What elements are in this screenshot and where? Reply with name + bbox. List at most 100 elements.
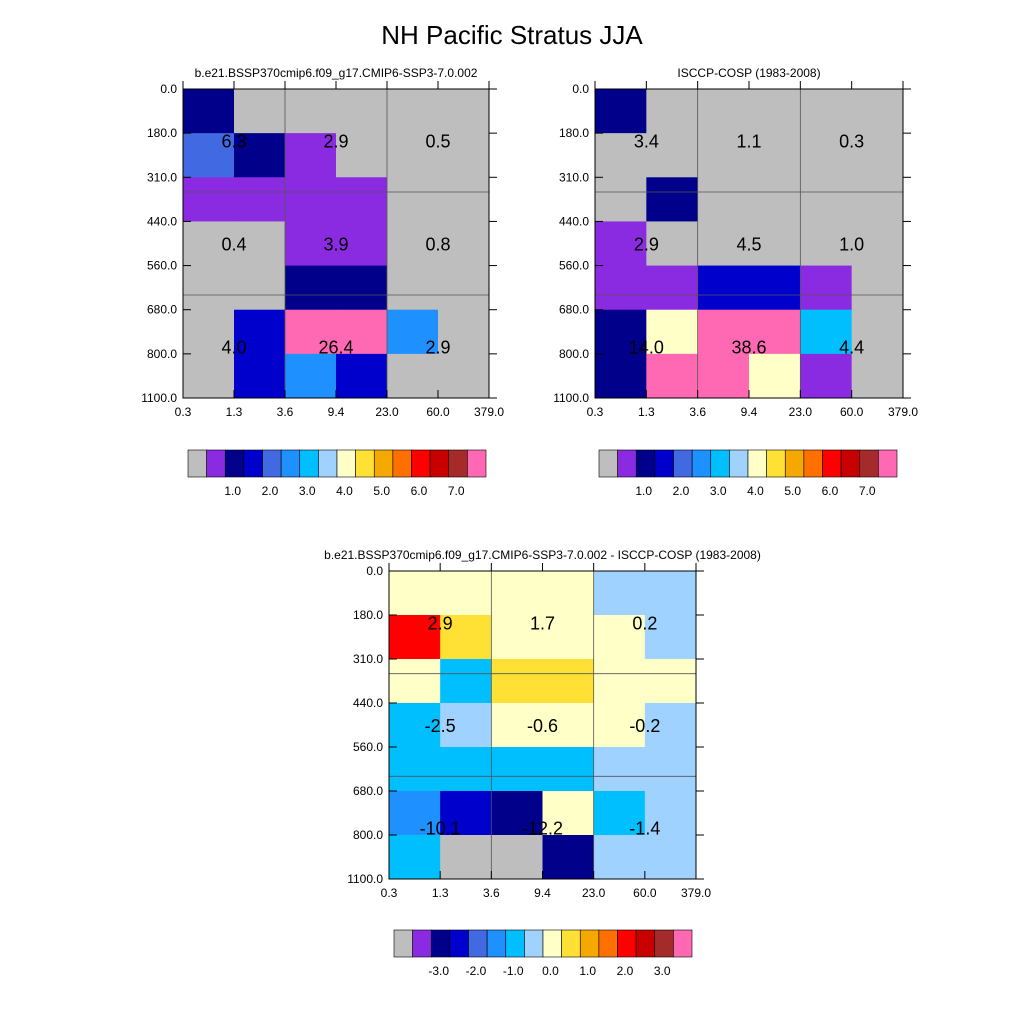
y-tick-label: 310.0 <box>353 652 383 666</box>
colorbar-swatch <box>430 929 451 958</box>
heatmap-cell <box>542 791 595 836</box>
heatmap-cell <box>749 89 801 134</box>
heatmap-cell <box>542 615 595 660</box>
heatmap-cell <box>440 747 492 792</box>
x-tick-label: 23.0 <box>582 886 606 900</box>
y-tick-label: 800.0 <box>147 347 177 361</box>
heatmap-cell <box>646 265 699 311</box>
heatmap-cell <box>646 89 699 134</box>
heatmap-cell <box>440 835 492 880</box>
colorbar-swatch <box>729 449 749 478</box>
heatmap-cell <box>595 221 647 267</box>
heatmap-cell <box>542 835 595 880</box>
x-tick-label: 9.4 <box>534 886 551 900</box>
heatmap-cell <box>851 177 904 222</box>
cell-value-label: 0.5 <box>425 132 450 152</box>
colorbar-swatch <box>822 449 842 478</box>
x-tick-label: 23.0 <box>789 405 813 419</box>
heatmap-cell <box>749 221 801 267</box>
colorbar-label: 6.0 <box>411 484 428 498</box>
colorbar-swatch <box>318 449 338 478</box>
colorbar-swatch <box>691 449 712 478</box>
heatmap-cell <box>491 615 543 660</box>
colorbar-label: 1.0 <box>579 964 596 978</box>
cell-value-label: 1.0 <box>839 235 864 255</box>
heatmap-cell <box>336 309 388 355</box>
heatmap-cell <box>800 133 853 178</box>
colorbar-label: 3.0 <box>299 484 316 498</box>
colorbar-swatch <box>262 449 282 478</box>
colorbar-swatch <box>392 449 412 478</box>
y-tick-label: 180.0 <box>559 126 589 140</box>
heatmap-cell <box>644 571 697 616</box>
heatmap-cell <box>183 89 235 134</box>
heatmap-cell <box>183 177 235 222</box>
heatmap-cell <box>851 309 904 355</box>
heatmap-cell <box>851 265 904 311</box>
panel-title: b.e21.BSSP370cmip6.f09_g17.CMIP6-SSP3-7.… <box>324 548 761 562</box>
heatmap-cell <box>285 177 337 222</box>
heatmap-cell <box>593 791 646 836</box>
colorbar-label: -2.0 <box>466 964 487 978</box>
figure-title: NH Pacific Stratus JJA <box>381 20 643 50</box>
heatmap-cell <box>697 309 750 355</box>
cell-value-label: 0.3 <box>839 132 864 152</box>
panel-title: b.e21.BSSP370cmip6.f09_g17.CMIP6-SSP3-7.… <box>195 66 478 80</box>
cell-value-label: 3.9 <box>323 235 348 255</box>
heatmap-cell <box>697 353 750 399</box>
heatmap-cell <box>593 659 646 704</box>
heatmap-cell <box>749 133 801 178</box>
heatmap-cell <box>542 659 595 704</box>
x-tick-label: 9.4 <box>328 405 345 419</box>
heatmap-cell <box>438 353 490 399</box>
y-tick-label: 0.0 <box>366 564 383 578</box>
y-tick-label: 560.0 <box>353 740 383 754</box>
cell-value-label: -2.5 <box>425 716 456 736</box>
colorbar-label: 7.0 <box>859 484 876 498</box>
x-tick-label: 1.3 <box>638 405 655 419</box>
colorbar-swatch <box>747 449 767 478</box>
heatmap-cell <box>336 177 388 222</box>
heatmap-cell <box>336 133 388 178</box>
colorbar-swatch <box>486 929 507 958</box>
colorbar-label: 5.0 <box>784 484 801 498</box>
colorbar-swatch <box>561 929 581 958</box>
colorbar-swatch <box>243 449 263 478</box>
colorbar-swatch <box>542 929 562 958</box>
colorbar-label: 0.0 <box>542 964 559 978</box>
heatmap-cell <box>595 133 647 178</box>
colorbar-swatch <box>336 449 356 478</box>
colorbar-swatch <box>840 449 861 478</box>
colorbar-label: 3.0 <box>710 484 727 498</box>
heatmap-cell <box>749 353 801 399</box>
x-tick-label: 379.0 <box>474 405 504 419</box>
y-tick-label: 1100.0 <box>347 872 383 886</box>
heatmap-cell <box>440 703 492 748</box>
colorbar-label: 2.0 <box>673 484 690 498</box>
heatmap-cell <box>697 89 750 134</box>
heatmap-cell <box>285 221 337 267</box>
colorbar-swatch <box>673 929 693 958</box>
cell-value-label: 4.4 <box>839 338 864 358</box>
heatmap-cell <box>800 177 853 222</box>
y-tick-label: 800.0 <box>353 828 383 842</box>
heatmap-cell <box>183 221 235 267</box>
heatmap-cell <box>491 747 543 792</box>
x-tick-label: 3.6 <box>483 886 500 900</box>
heatmap-cell <box>438 177 490 222</box>
heatmap-cell <box>234 265 286 311</box>
heatmap-cell <box>542 703 595 748</box>
heatmap-cell <box>646 133 699 178</box>
cell-value-label: 38.6 <box>731 338 766 358</box>
heatmap-cell <box>646 221 699 267</box>
heatmap-cell <box>234 353 286 399</box>
heatmap-cell <box>183 309 235 355</box>
y-tick-label: 180.0 <box>353 608 383 622</box>
heatmap-cell <box>800 221 853 267</box>
heatmap-cell <box>593 571 646 616</box>
heatmap-cell <box>234 309 286 355</box>
colorbar-swatch <box>206 449 226 478</box>
heatmap-cell <box>646 353 699 399</box>
heatmap-cell <box>644 791 697 836</box>
y-tick-label: 800.0 <box>559 347 589 361</box>
